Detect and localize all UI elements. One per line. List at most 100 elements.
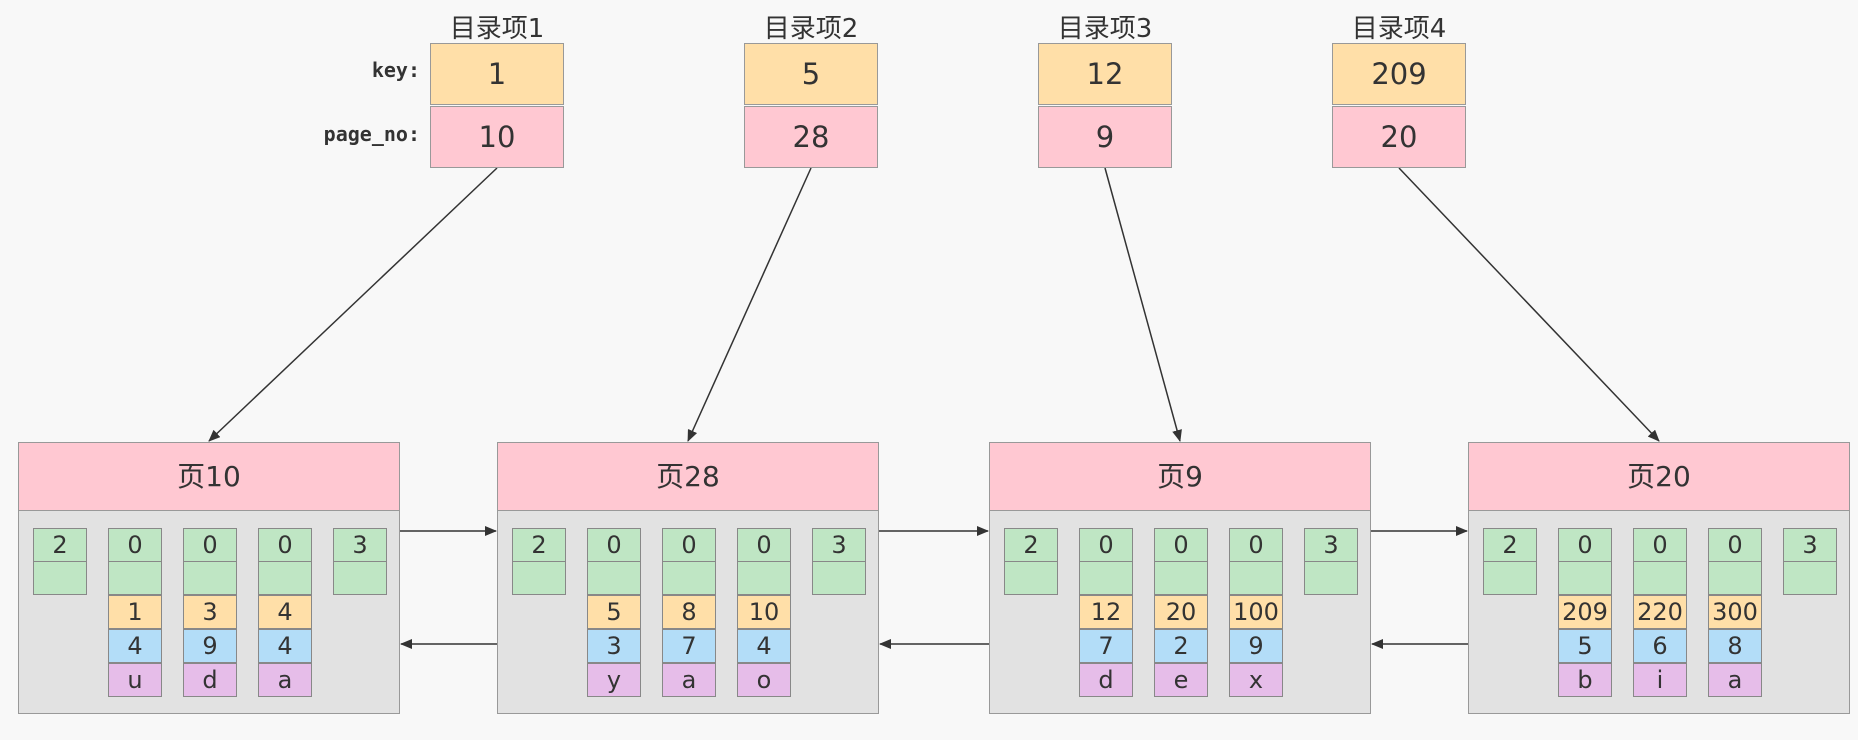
- directory-to-page-arrow: [1398, 167, 1660, 442]
- record-column-3: x: [1229, 663, 1283, 697]
- record-header: 0: [587, 528, 641, 562]
- record-header: 0: [1633, 528, 1687, 562]
- record-column-2: 9: [183, 629, 237, 663]
- record-column-3: a: [258, 663, 312, 697]
- record-column-2: 2: [1154, 629, 1208, 663]
- record-key: 1: [108, 595, 162, 629]
- record-key: 3: [183, 595, 237, 629]
- record-key: 300: [1708, 595, 1762, 629]
- record-column-2: 3: [587, 629, 641, 663]
- record-next-pointer: [108, 561, 162, 595]
- record-column-2: 7: [1079, 629, 1133, 663]
- directory-to-page-arrow: [208, 167, 498, 442]
- directory-item-page-no: 9: [1038, 106, 1172, 168]
- directory-item-key: 209: [1332, 43, 1466, 105]
- record-next-pointer: [1633, 561, 1687, 595]
- infimum-next-pointer: [33, 561, 87, 595]
- directory-to-page-arrow: [1104, 167, 1182, 442]
- record-header: 0: [108, 528, 162, 562]
- record-key: 20: [1154, 595, 1208, 629]
- record-column-3: a: [1708, 663, 1762, 697]
- directory-to-page-arrow: [687, 167, 812, 442]
- directory-item-key: 12: [1038, 43, 1172, 105]
- record-column-2: 8: [1708, 629, 1762, 663]
- record-column-2: 9: [1229, 629, 1283, 663]
- record-column-3: i: [1633, 663, 1687, 697]
- supremum-record-header: 3: [1304, 528, 1358, 562]
- page-no-row-label: page_no:: [323, 122, 420, 146]
- infimum-next-pointer: [512, 561, 566, 595]
- record-key: 5: [587, 595, 641, 629]
- record-key: 100: [1229, 595, 1283, 629]
- record-header: 0: [737, 528, 791, 562]
- directory-item-page-no: 28: [744, 106, 878, 168]
- record-next-pointer: [737, 561, 791, 595]
- record-column-3: d: [183, 663, 237, 697]
- record-header: 0: [1708, 528, 1762, 562]
- key-row-label: key:: [371, 58, 420, 82]
- record-next-pointer: [183, 561, 237, 595]
- page-title: 页20: [1469, 443, 1849, 511]
- record-key: 4: [258, 595, 312, 629]
- record-column-3: e: [1154, 663, 1208, 697]
- record-header: 0: [1558, 528, 1612, 562]
- infimum-next-pointer: [1483, 561, 1537, 595]
- directory-item-title: 目录项3: [1057, 14, 1153, 44]
- record-key: 8: [662, 595, 716, 629]
- infimum-record-header: 2: [33, 528, 87, 562]
- page-title: 页9: [990, 443, 1370, 511]
- record-next-pointer: [258, 561, 312, 595]
- record-header: 0: [1154, 528, 1208, 562]
- record-column-2: 4: [258, 629, 312, 663]
- record-next-pointer: [587, 561, 641, 595]
- directory-item-title: 目录项4: [1351, 14, 1447, 44]
- supremum-record-header: 3: [333, 528, 387, 562]
- data-page: 页20 2 0 209 5 b 0 220 6 i 0 300 8 a 3: [1468, 442, 1850, 714]
- record-column-2: 6: [1633, 629, 1687, 663]
- page-title: 页28: [498, 443, 878, 511]
- infimum-record-header: 2: [512, 528, 566, 562]
- record-column-3: u: [108, 663, 162, 697]
- supremum-next-pointer: [1304, 561, 1358, 595]
- record-column-2: 4: [737, 629, 791, 663]
- record-next-pointer: [662, 561, 716, 595]
- directory-item-title: 目录项2: [763, 14, 859, 44]
- infimum-record-header: 2: [1483, 528, 1537, 562]
- record-header: 0: [1079, 528, 1133, 562]
- record-key: 220: [1633, 595, 1687, 629]
- record-column-3: o: [737, 663, 791, 697]
- record-key: 10: [737, 595, 791, 629]
- record-column-3: y: [587, 663, 641, 697]
- data-page: 页9 2 0 12 7 d 0 20 2 e 0 100 9 x 3: [989, 442, 1371, 714]
- record-column-2: 7: [662, 629, 716, 663]
- directory-item-key: 1: [430, 43, 564, 105]
- page-title: 页10: [19, 443, 399, 511]
- record-next-pointer: [1708, 561, 1762, 595]
- data-page: 页10 2 0 1 4 u 0 3 9 d 0 4 4 a 3: [18, 442, 400, 714]
- record-column-3: a: [662, 663, 716, 697]
- directory-item-page-no: 20: [1332, 106, 1466, 168]
- data-page: 页28 2 0 5 3 y 0 8 7 a 0 10 4 o 3: [497, 442, 879, 714]
- record-next-pointer: [1079, 561, 1133, 595]
- supremum-next-pointer: [812, 561, 866, 595]
- record-header: 0: [183, 528, 237, 562]
- directory-item-title: 目录项1: [449, 14, 545, 44]
- supremum-record-header: 3: [812, 528, 866, 562]
- record-next-pointer: [1558, 561, 1612, 595]
- supremum-next-pointer: [1783, 561, 1837, 595]
- record-header: 0: [1229, 528, 1283, 562]
- record-column-3: d: [1079, 663, 1133, 697]
- record-key: 12: [1079, 595, 1133, 629]
- infimum-next-pointer: [1004, 561, 1058, 595]
- record-next-pointer: [1229, 561, 1283, 595]
- record-column-3: b: [1558, 663, 1612, 697]
- supremum-record-header: 3: [1783, 528, 1837, 562]
- record-header: 0: [662, 528, 716, 562]
- directory-item-page-no: 10: [430, 106, 564, 168]
- record-next-pointer: [1154, 561, 1208, 595]
- record-key: 209: [1558, 595, 1612, 629]
- supremum-next-pointer: [333, 561, 387, 595]
- record-column-2: 5: [1558, 629, 1612, 663]
- record-column-2: 4: [108, 629, 162, 663]
